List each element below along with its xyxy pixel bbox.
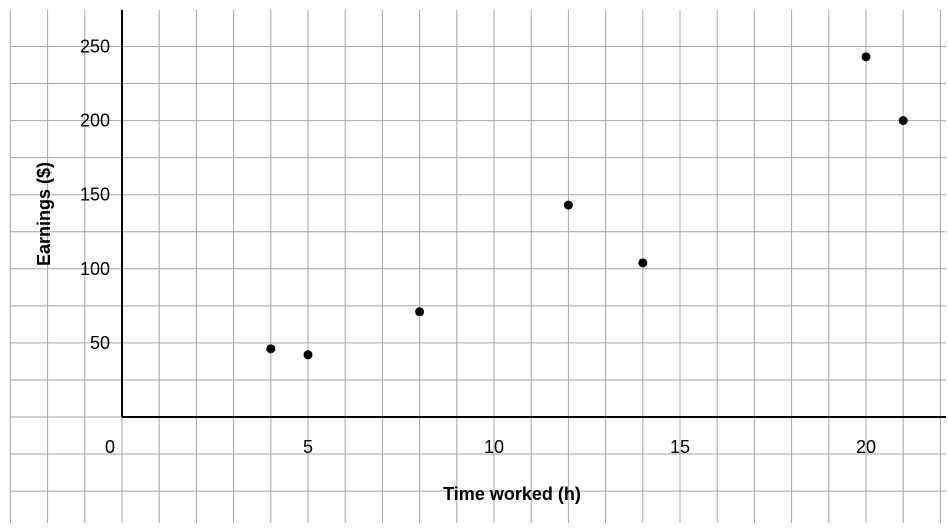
tick-labels: 0 5 10 15 20 50 100 150 200 250 bbox=[80, 37, 876, 458]
data-points bbox=[266, 52, 908, 360]
x-tick-label: 15 bbox=[670, 437, 690, 457]
y-axis-label: Earnings ($) bbox=[34, 162, 54, 266]
y-tick-label: 100 bbox=[80, 259, 110, 279]
x-axis-label: Time worked (h) bbox=[443, 484, 581, 504]
y-tick-label: 50 bbox=[90, 333, 110, 353]
data-point bbox=[638, 258, 648, 268]
data-point bbox=[563, 200, 573, 210]
data-point bbox=[415, 307, 425, 317]
data-point bbox=[898, 116, 908, 126]
x-tick-label: 0 bbox=[105, 437, 115, 457]
data-point bbox=[861, 52, 871, 62]
y-tick-label: 200 bbox=[80, 111, 110, 131]
x-tick-label: 5 bbox=[303, 437, 313, 457]
y-tick-label: 150 bbox=[80, 185, 110, 205]
data-point bbox=[266, 344, 276, 354]
grid bbox=[9, 10, 946, 523]
axes bbox=[121, 10, 946, 418]
y-tick-label: 250 bbox=[80, 37, 110, 57]
data-point bbox=[303, 350, 313, 360]
x-tick-label: 20 bbox=[856, 437, 876, 457]
x-tick-label: 10 bbox=[484, 437, 504, 457]
